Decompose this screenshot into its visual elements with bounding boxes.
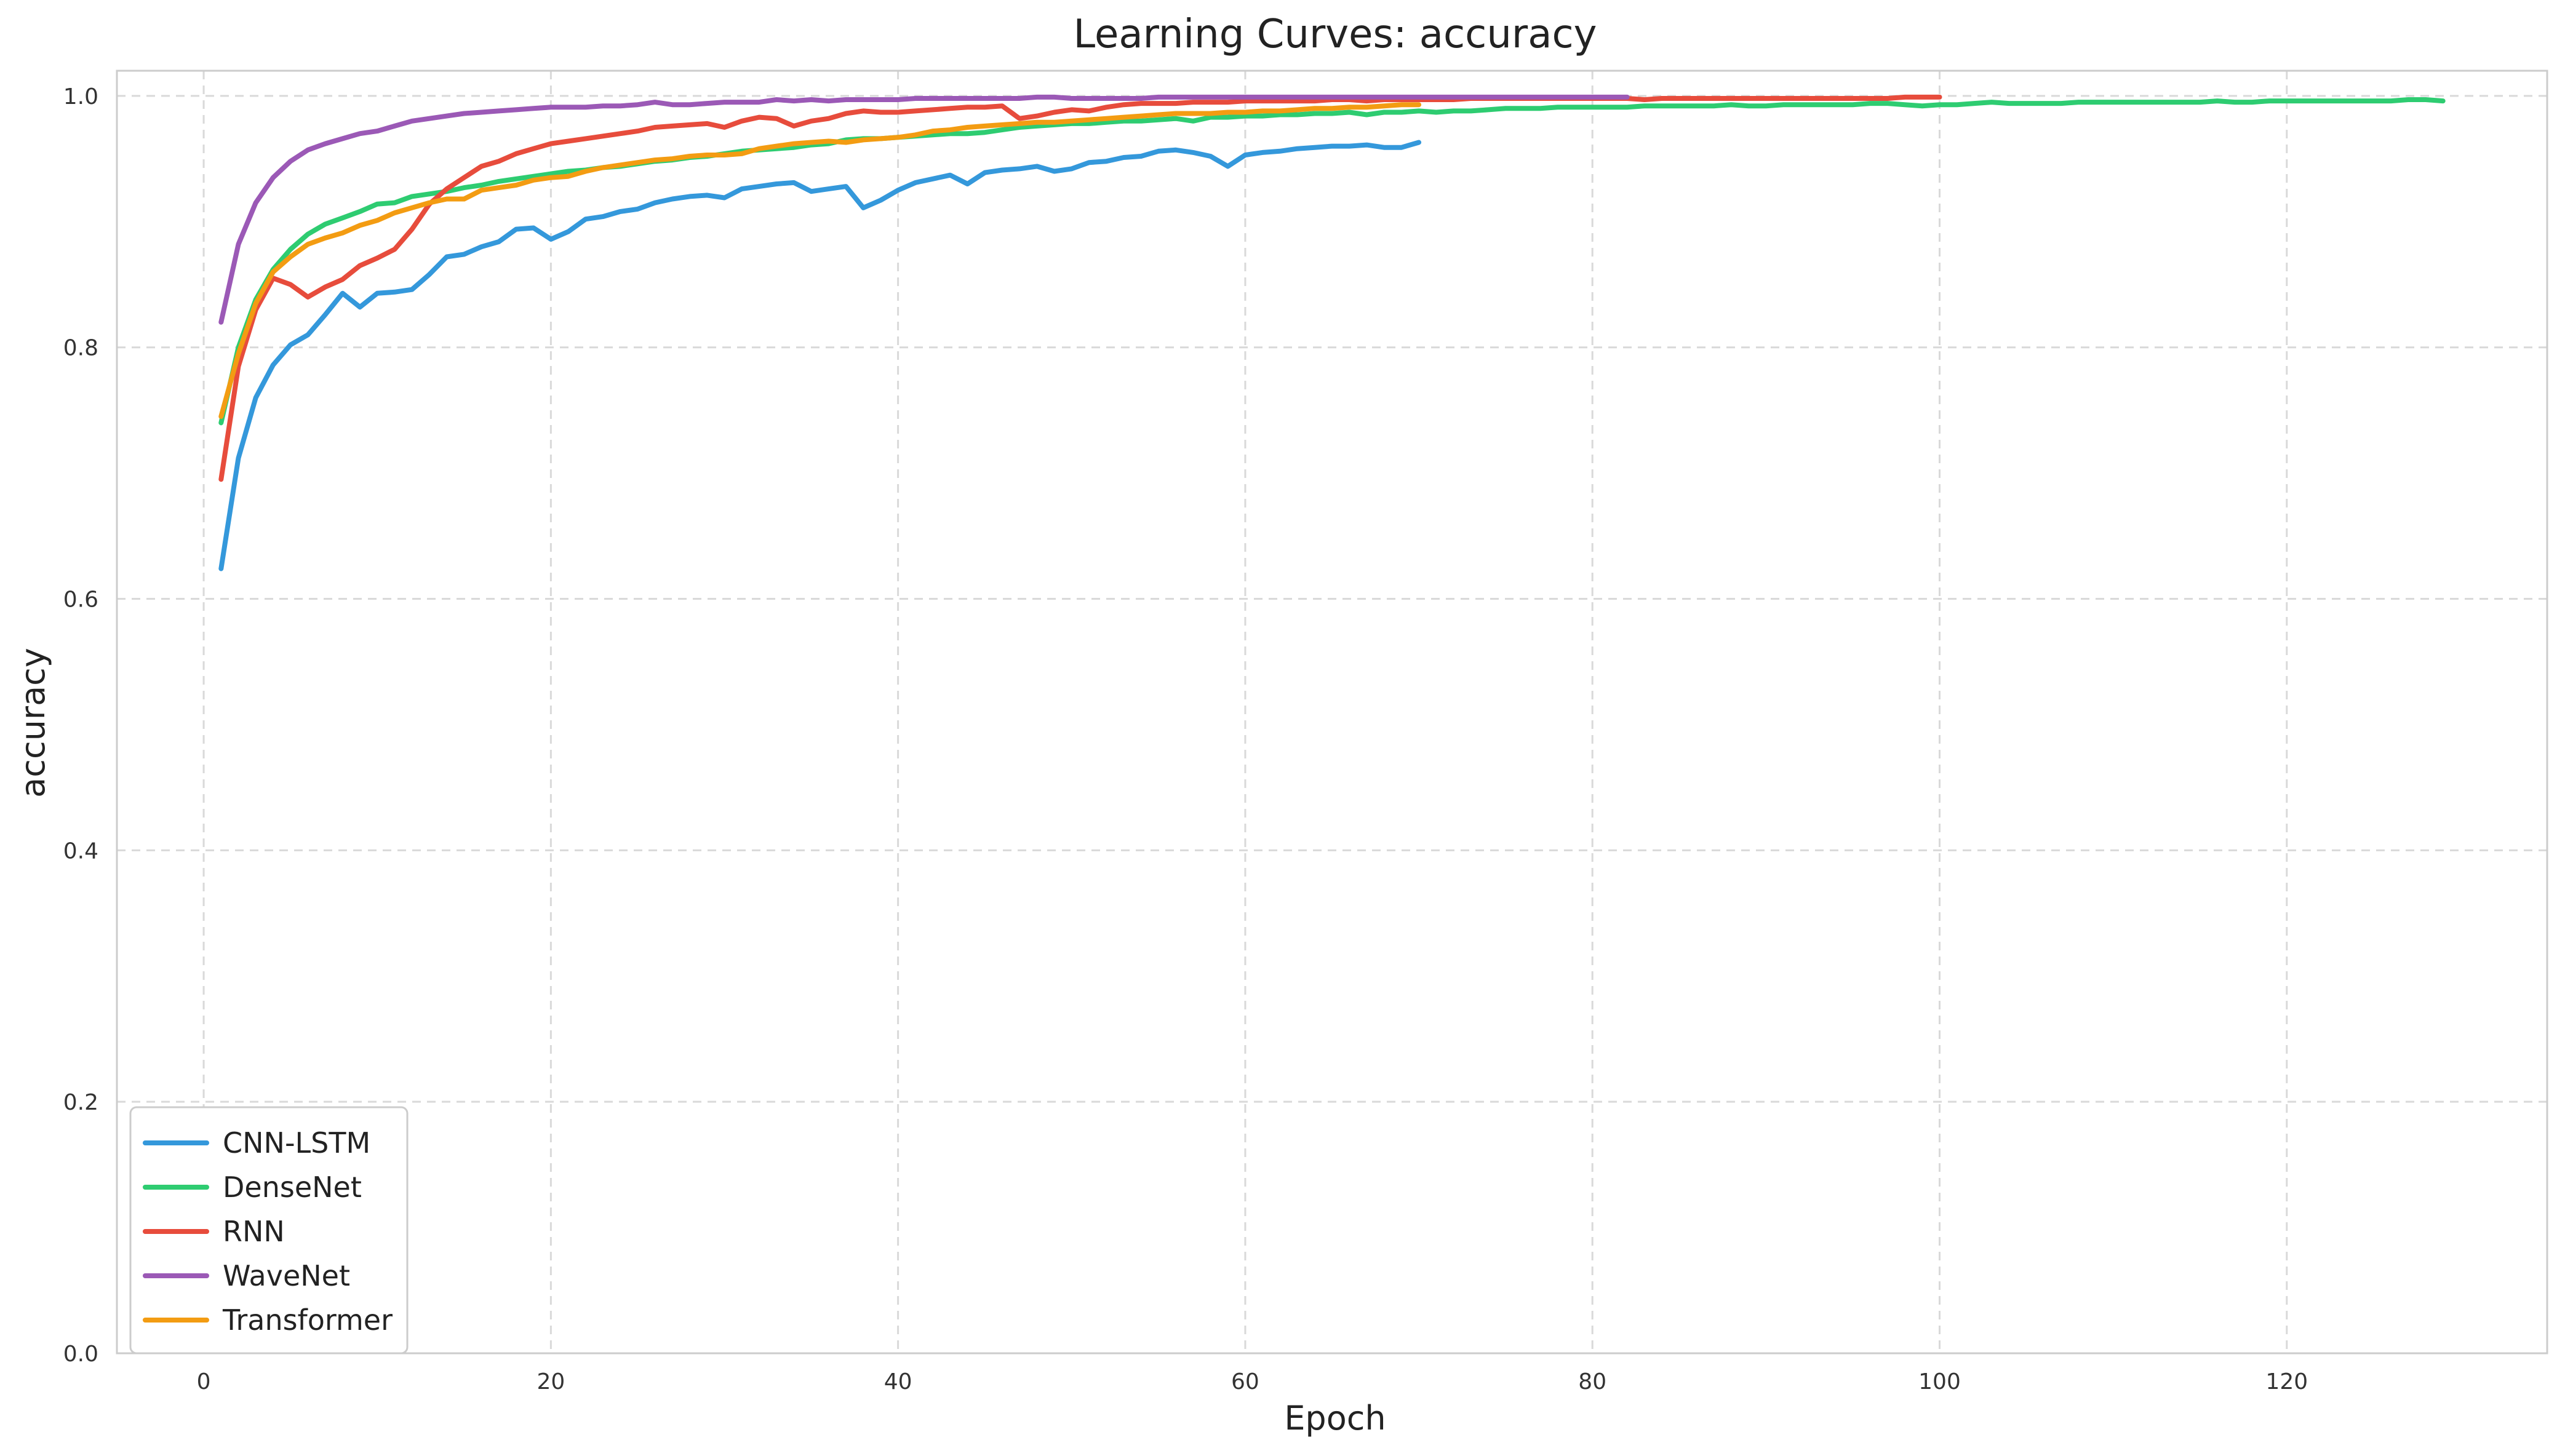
series-line-rnn [218, 94, 1942, 482]
tick-labels: 0 20 40 60 80 100 120 0.0 0.2 0.4 0.6 0.8 1.0 [63, 84, 2308, 1394]
y-tick-label: 0.2 [63, 1090, 98, 1115]
x-axis-title: Epoch [1284, 1399, 1386, 1438]
y-tick-label: 1.0 [63, 84, 98, 109]
series-layer [218, 94, 2446, 571]
plot-area-frame [116, 70, 2548, 1355]
x-tick-label: 120 [2265, 1369, 2308, 1394]
legend-box [129, 1106, 409, 1355]
x-tick-label: 20 [537, 1369, 565, 1394]
y-tick-label: 0.0 [63, 1342, 98, 1367]
y-tick-label: 0.4 [63, 838, 98, 864]
series-line-transformer [218, 102, 1422, 420]
legend-label-rnn: RNN [223, 1215, 285, 1248]
legend-label-cnn-lstm: CNN-LSTM [223, 1126, 370, 1160]
chart-title: Learning Curves: accuracy [1074, 12, 1597, 57]
series-line-cnn-lstm [218, 140, 1422, 571]
legend-label-wavenet: WaveNet [223, 1259, 350, 1292]
x-tick-label: 80 [1578, 1369, 1606, 1394]
legend: CNN-LSTM DenseNet RNN WaveNet Transformer [129, 1106, 409, 1355]
legend-label-transformer: Transformer [222, 1303, 393, 1337]
x-tick-label: 60 [1231, 1369, 1259, 1394]
x-tick-label: 100 [1918, 1369, 1961, 1394]
series-line-wavenet [218, 94, 1630, 325]
y-tick-label: 0.6 [63, 587, 98, 613]
legend-label-densenet: DenseNet [223, 1171, 362, 1204]
x-tick-label: 40 [884, 1369, 912, 1394]
y-tick-label: 0.8 [63, 336, 98, 361]
y-axis-title: accuracy [14, 648, 52, 798]
x-tick-label: 0 [197, 1369, 211, 1394]
